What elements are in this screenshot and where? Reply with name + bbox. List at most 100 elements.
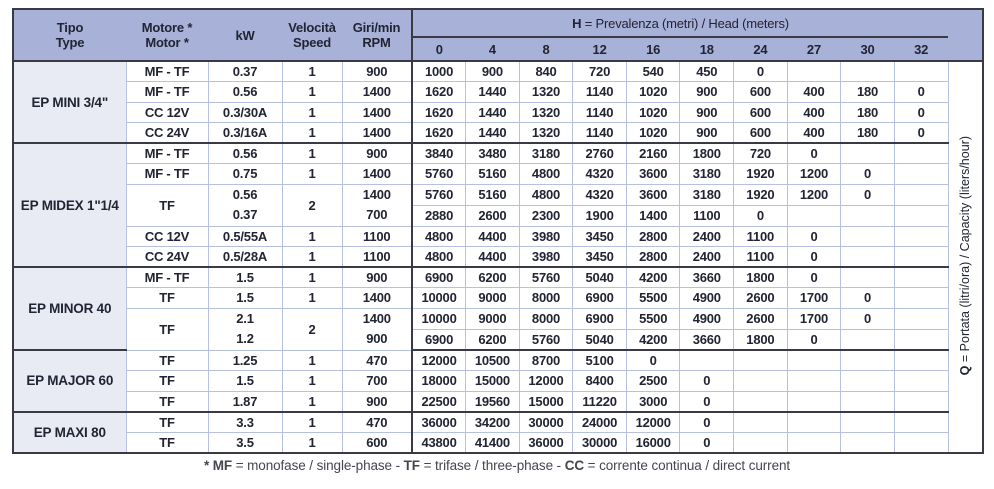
capacity-cell: 2400 bbox=[679, 246, 735, 268]
capacity-cell: 1400 bbox=[625, 204, 681, 227]
rpm-cell: 1400 bbox=[341, 287, 413, 309]
capacity-cell: 0 bbox=[733, 204, 788, 227]
empty-cell bbox=[893, 266, 949, 288]
capacity-cell: 1100 bbox=[679, 204, 735, 227]
empty-cell bbox=[893, 411, 949, 433]
speed-cell: 1 bbox=[281, 431, 343, 454]
capacity-cell: 1100 bbox=[733, 246, 788, 268]
rpm-cell: 1400 700 bbox=[341, 183, 413, 227]
capacity-cell: 2600 bbox=[733, 307, 788, 330]
speed-cell: 1 bbox=[281, 122, 343, 144]
capacity-cell: 8000 bbox=[518, 287, 574, 309]
col-header-rpm: Giri/min RPM bbox=[342, 9, 412, 62]
empty-cell bbox=[893, 370, 949, 392]
capacity-cell: 2500 bbox=[625, 370, 681, 392]
capacity-cell: 0 bbox=[893, 81, 949, 103]
motor-cell: TF bbox=[125, 287, 209, 309]
capacity-cell: 1020 bbox=[625, 101, 681, 123]
footnote-abbrev: * MF bbox=[203, 458, 233, 473]
table-row: EP MAJOR 60 TF 1.25 1 470 12000 10500 8700 5100 0 bbox=[12, 349, 983, 413]
table-row: CC 24V 0.5/28A 1 1100 4800 4400 3980 3450 2800 24… bbox=[13, 246, 983, 268]
capacity-cell: 6900 bbox=[572, 287, 627, 309]
kw-cell: 0.75 bbox=[207, 163, 283, 185]
capacity-cell: 0 bbox=[786, 246, 842, 268]
head-col-header: 12 bbox=[572, 37, 627, 62]
capacity-cell: 720 bbox=[572, 60, 627, 82]
rpm-cell: 470 bbox=[341, 411, 413, 433]
motor-cell: MF - TF bbox=[125, 266, 209, 288]
capacity-cell: 4320 bbox=[572, 163, 627, 185]
capacity-cell: 4800 bbox=[411, 246, 467, 268]
capacity-cell: 1800 bbox=[733, 266, 788, 288]
capacity-cell: 30000 bbox=[572, 431, 627, 454]
capacity-cell: 400 bbox=[786, 81, 842, 103]
kw-cell: 2.1 1.2 bbox=[207, 307, 283, 351]
capacity-cell: 2760 bbox=[572, 142, 627, 164]
empty-cell bbox=[786, 431, 842, 454]
capacity-cell: 0 bbox=[786, 266, 842, 288]
capacity-cell: 30000 bbox=[518, 411, 574, 433]
capacity-cell: 720 bbox=[733, 142, 788, 164]
kw-cell: 1.25 bbox=[207, 349, 283, 371]
capacity-cell: 5500 bbox=[625, 307, 681, 330]
capacity-cell: 5760 bbox=[518, 328, 574, 351]
head-col-header: 30 bbox=[840, 37, 895, 62]
head-col-header: 0 bbox=[411, 37, 466, 62]
empty-cell bbox=[733, 411, 788, 433]
motor-cell: TF bbox=[125, 390, 209, 413]
col-header-speed-en: Speed bbox=[292, 35, 331, 50]
capacity-cell: 1920 bbox=[733, 183, 788, 206]
capacity-cell: 6200 bbox=[465, 328, 520, 351]
capacity-cell: 1320 bbox=[518, 81, 574, 103]
footnote-text: = corrente continua / direct current bbox=[584, 458, 791, 473]
capacity-cell: 8000 bbox=[518, 307, 574, 330]
col-header-tipo: Tipo Type bbox=[13, 9, 126, 62]
col-header-motore-en: Motor * bbox=[145, 35, 189, 50]
head-axis-title-text: = Prevalenza (metri) / Head (meters) bbox=[581, 15, 789, 31]
rpm-cell: 1400 bbox=[341, 163, 413, 185]
table-row: EP MINI 3/4" MF - TF 0.37 1 900 1000 900 840 720… bbox=[12, 60, 984, 453]
rpm-cell: 1100 bbox=[341, 246, 413, 268]
capacity-cell: 0 bbox=[893, 101, 949, 123]
speed-cell: 1 bbox=[281, 349, 343, 371]
empty-cell bbox=[840, 431, 895, 454]
table-row: EP MIDEX 1"1/4 MF - TF 0.56 1 900 3840 3480 318… bbox=[12, 142, 983, 268]
capacity-cell: 15000 bbox=[465, 370, 520, 392]
kw-cell: 1.5 bbox=[207, 370, 283, 392]
empty-cell bbox=[893, 349, 949, 371]
table-row: CC 12V 0.3/30A 1 1400 1620 1440 1320 1140 1020 90… bbox=[13, 101, 983, 123]
empty-cell bbox=[679, 349, 735, 371]
capacity-cell: 2800 bbox=[625, 246, 681, 268]
table-row: MF - TF 0.75 1 1400 5760 5160 4800 4320 3600 3180… bbox=[13, 163, 983, 185]
table-row: TF 2.1 1.2 2 1400 900 10000 9000 8000 6900 5500 490… bbox=[13, 307, 983, 351]
capacity-cell: 180 bbox=[840, 101, 895, 123]
capacity-cell: 900 bbox=[465, 60, 520, 82]
motor-cell: MF - TF bbox=[125, 142, 209, 164]
capacity-cell: 10500 bbox=[465, 349, 520, 371]
capacity-cell: 3980 bbox=[518, 225, 574, 247]
capacity-cell: 6900 bbox=[411, 328, 467, 351]
head-col-header: 16 bbox=[626, 37, 680, 62]
empty-cell bbox=[733, 431, 788, 454]
col-header-tipo-it: Tipo bbox=[56, 20, 84, 35]
empty-cell bbox=[786, 411, 842, 433]
head-col-header: 27 bbox=[787, 37, 841, 62]
capacity-cell: 1200 bbox=[786, 163, 842, 185]
capacity-cell: 0 bbox=[679, 431, 735, 454]
col-header-kw-label: kW bbox=[235, 27, 255, 43]
speed-cell: 1 bbox=[281, 101, 343, 123]
speed-cell: 1 bbox=[281, 390, 343, 413]
capacity-cell: 34200 bbox=[465, 411, 520, 433]
empty-cell bbox=[786, 204, 842, 227]
empty-cell bbox=[840, 225, 895, 247]
empty-cell bbox=[893, 287, 949, 309]
col-header-kw: kW bbox=[208, 9, 282, 62]
empty-cell bbox=[893, 142, 949, 164]
pump-type-label: EP MINOR 40 bbox=[12, 266, 127, 351]
col-header-rpm-en: RPM bbox=[362, 35, 391, 50]
capacity-cell: 3180 bbox=[679, 163, 735, 185]
col-header-rpm-it: Giri/min bbox=[352, 20, 401, 35]
capacity-cell: 18000 bbox=[411, 370, 467, 392]
empty-cell bbox=[893, 328, 949, 351]
speed-cell: 1 bbox=[281, 246, 343, 268]
